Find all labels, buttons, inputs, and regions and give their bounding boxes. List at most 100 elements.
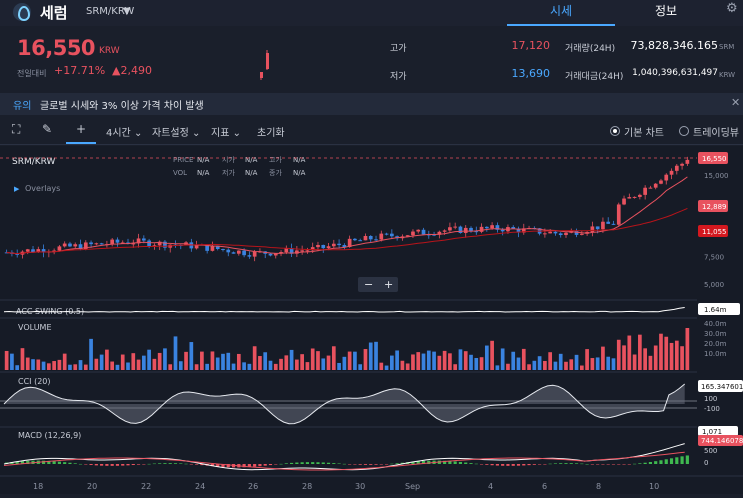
volume-bar	[516, 357, 521, 370]
macd-histogram-bar	[390, 463, 394, 465]
volume-bar	[89, 338, 93, 370]
close-icon[interactable]: ✕	[731, 96, 741, 109]
macd-histogram-bar	[464, 462, 468, 464]
volume-bar	[305, 362, 310, 370]
candle-body	[479, 226, 484, 232]
chart-settings-button[interactable]: 자트설정 ⌄	[152, 128, 201, 139]
candle-body	[221, 249, 225, 251]
macd-histogram-bar	[400, 462, 404, 464]
volume-bar	[590, 358, 595, 370]
candle-body	[62, 243, 67, 247]
macd-histogram-bar	[627, 464, 631, 465]
zoom-control	[358, 277, 398, 292]
candle-body	[226, 249, 231, 253]
pencil-icon[interactable]: ✎	[42, 122, 53, 136]
candle-body	[331, 243, 336, 247]
interval-select[interactable]: 4시간 ⌄	[106, 128, 143, 139]
volume-bar	[395, 350, 399, 370]
macd-histogram-bar	[41, 460, 46, 464]
volume-bar	[284, 355, 289, 370]
fullscreen-icon[interactable]: ⛶	[12, 122, 21, 136]
volume-bar	[585, 349, 589, 370]
overlays-caret-icon[interactable]: ▶	[14, 185, 20, 193]
candle-body	[68, 243, 72, 247]
volume-bar	[242, 362, 246, 370]
tab-market[interactable]: 시세	[507, 0, 615, 26]
candle-body	[448, 227, 452, 231]
volume-bar	[484, 345, 489, 370]
volume-bar	[184, 351, 188, 370]
zoom-in-button[interactable]: +	[384, 278, 393, 291]
basic-chart-label[interactable]: 기본 차트	[624, 128, 664, 139]
crosshair-icon[interactable]: +	[66, 122, 96, 144]
price-tick-label: 7,500	[704, 254, 724, 262]
volume-bar	[548, 352, 553, 370]
volume-bar	[611, 358, 616, 370]
volume-bar	[638, 334, 642, 370]
radio-basic-chart[interactable]	[610, 126, 620, 136]
macd-histogram-bar	[105, 464, 109, 466]
radio-tradingview[interactable]	[679, 126, 689, 136]
x-tick-label: Sep	[405, 482, 420, 491]
volume-bar	[189, 342, 194, 370]
overlays-label[interactable]: Overlays	[25, 184, 60, 193]
warning-notice: 유의 글로벌 시세와 3% 이상 가격 차이 발생 ✕	[0, 93, 743, 115]
ohlc-vol-label: VOL	[173, 169, 187, 177]
volume-bar	[537, 356, 542, 370]
price-tick-label: 5,000	[704, 281, 724, 289]
volume-value: 73,828,346.165	[630, 39, 718, 52]
reset-button[interactable]: 초기화	[257, 128, 285, 139]
candle-body	[305, 250, 310, 252]
candle-body	[110, 239, 115, 245]
candle-body	[25, 249, 30, 252]
macd-histogram-bar	[247, 464, 251, 468]
volume-bar	[157, 352, 162, 370]
candle-body	[548, 231, 553, 234]
zoom-out-button[interactable]: −	[364, 278, 373, 291]
volume-bar	[62, 353, 67, 370]
macd-histogram-bar	[20, 461, 25, 464]
change-percent: +17.71%	[54, 64, 106, 77]
tradingview-label[interactable]: 트레이딩뷰	[693, 128, 739, 139]
high-label: 고가	[390, 44, 407, 54]
macd-histogram-bar	[321, 462, 325, 464]
chart-area[interactable]: SRM/KRW PRICE N/A 시가 N/A 고가 N/A VOL N/A …	[0, 146, 743, 494]
macd-histogram-bar	[675, 457, 679, 464]
volume-bar	[400, 360, 405, 370]
candle-body	[469, 227, 473, 232]
tab-info[interactable]: 정보	[654, 4, 678, 18]
volume-bar	[411, 354, 415, 370]
macd-histogram-bar	[353, 464, 357, 465]
chevron-down-icon[interactable]: ▼	[123, 6, 131, 17]
candle-body	[279, 252, 283, 254]
volume-bar	[25, 357, 30, 370]
volume-bar	[268, 360, 273, 370]
macd-histogram-bar	[189, 464, 193, 465]
macd-histogram-bar	[384, 464, 389, 465]
volume-bar	[47, 363, 51, 370]
volume-bar	[627, 335, 632, 370]
gear-icon[interactable]: ⚙	[726, 1, 738, 16]
macd-histogram-bar	[606, 464, 610, 465]
volume-label: 거래량(24H)	[565, 44, 616, 54]
volume-bar	[194, 364, 199, 370]
indicators-button[interactable]: 지표 ⌄	[211, 128, 241, 139]
candle-body	[83, 242, 88, 250]
top-bar: 세럼 SRM/KRW ▼ 시세 정보 ⚙	[0, 0, 743, 26]
candle-body	[579, 233, 584, 235]
x-tick-label: 6	[542, 482, 547, 491]
candle-body	[210, 245, 215, 251]
macd-histogram-bar	[63, 462, 67, 464]
candle-body	[358, 240, 363, 242]
volume-bar	[258, 356, 262, 370]
coin-pair[interactable]: SRM/KRW	[86, 6, 135, 17]
macd-label: MACD (12,26,9)	[18, 431, 81, 440]
volume-bar	[648, 355, 653, 370]
volume-bar	[368, 342, 373, 370]
macd-histogram-bar	[57, 461, 61, 464]
ohlc-high-label: 고가	[269, 155, 282, 164]
notice-tag: 유의	[13, 101, 32, 112]
price-chart[interactable]: SRM/KRW PRICE N/A 시가 N/A 고가 N/A VOL N/A …	[0, 146, 743, 494]
candle-body	[500, 229, 505, 232]
candle-body	[379, 233, 384, 240]
